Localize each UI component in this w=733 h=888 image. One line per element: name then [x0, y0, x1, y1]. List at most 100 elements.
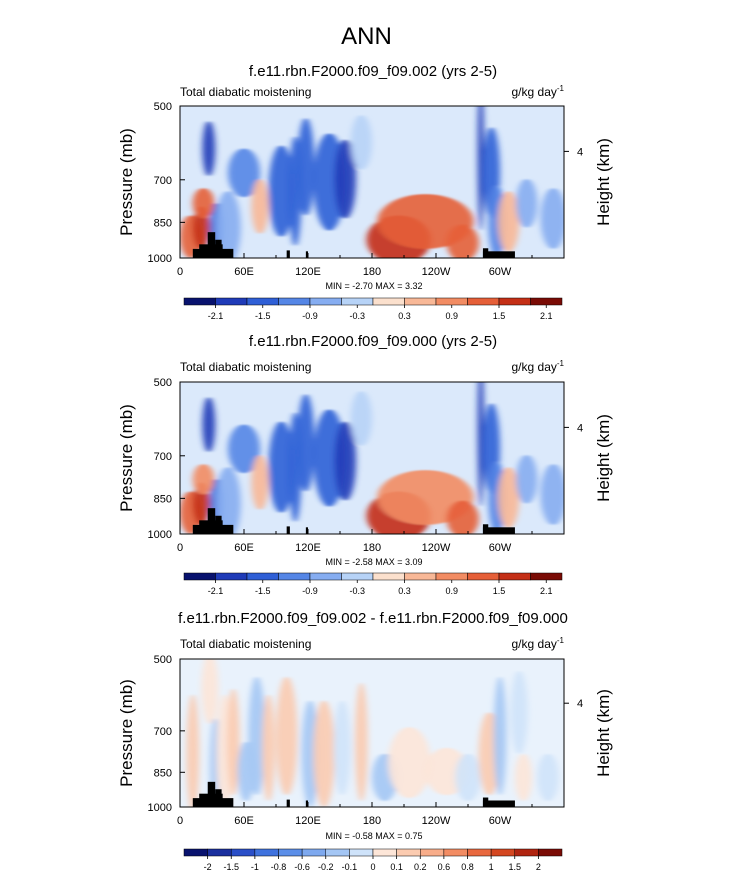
colorbar-swatch [325, 848, 350, 857]
x-tick-label: 180 [363, 542, 381, 554]
colorbar-swatch [372, 848, 397, 857]
y-tick-label: 700 [154, 726, 172, 738]
colorbar-swatch [467, 572, 500, 581]
panel-3-left-label: Total diabatic moistening [180, 637, 311, 651]
topo-block [482, 800, 515, 807]
figure-title: ANN [341, 23, 392, 50]
heat-feature [493, 676, 507, 796]
colorbar-label: -0.3 [349, 586, 365, 596]
colorbar-label: -0.9 [302, 311, 318, 321]
topo-block [286, 799, 290, 807]
heat-feature [192, 188, 215, 219]
heat-feature [497, 191, 520, 252]
y-tick-label: 500 [154, 654, 172, 666]
colorbar-swatch [490, 848, 515, 857]
colorbar-swatch [301, 848, 326, 857]
panel-3-title: f.e11.rbn.F2000.f09_f09.002 - f.e11.rbn.… [178, 610, 568, 627]
heat-feature [251, 178, 269, 234]
colorbar-label: -0.1 [342, 862, 358, 872]
y-axis-label: Pressure (mb) [117, 404, 136, 512]
x-tick-label: 60W [489, 542, 512, 554]
y-tick-label: 1000 [148, 529, 172, 541]
colorbar-label: 2.1 [540, 586, 553, 596]
colorbar-label: 1.5 [493, 586, 506, 596]
colorbar-swatch [341, 572, 374, 581]
heat-feature [333, 700, 351, 796]
heat-feature [354, 682, 368, 802]
topo-block [482, 251, 515, 258]
topo-block [207, 508, 216, 534]
heat-feature [276, 676, 298, 796]
y-tick-label: 850 [154, 767, 172, 779]
colorbar-swatch [514, 848, 539, 857]
topo-block [207, 781, 216, 807]
colorbar-swatch [435, 297, 468, 306]
colorbar-swatch [420, 848, 445, 857]
colorbar-label: 1.5 [493, 311, 506, 321]
colorbar-label: -1.5 [223, 862, 239, 872]
colorbar-swatch [498, 297, 531, 306]
panel-1-left-label: Total diabatic moistening [180, 85, 311, 99]
y-axis-label-right: Height (km) [594, 414, 613, 502]
colorbar-label: -0.3 [349, 311, 365, 321]
colorbar-swatch [467, 297, 500, 306]
panel-2-min-max: MIN = -2.58 MAX = 3.09 [325, 557, 422, 567]
colorbar-swatch [404, 297, 437, 306]
heat-feature [540, 464, 564, 525]
heat-feature [388, 727, 431, 799]
colorbar-label: -2.1 [208, 586, 224, 596]
colorbar-label: -0.6 [294, 862, 310, 872]
panel-3: f.e11.rbn.F2000.f09_f09.002 - f.e11.rbn.… [117, 610, 613, 827]
colorbar-label: 0.6 [438, 862, 451, 872]
x-tick-label: 0 [177, 266, 183, 278]
colorbar-swatch [349, 848, 374, 857]
panel-1-units: g/kg day-1 [512, 84, 565, 99]
panel-3-topography [192, 781, 515, 807]
panel-2: f.e11.rbn.F2000.f09_f09.000 (yrs 2-5) To… [117, 333, 613, 554]
heat-feature [215, 467, 241, 534]
colorbar-label: 0.9 [445, 586, 458, 596]
topo-block [305, 251, 308, 258]
colorbar-label: 0.1 [390, 862, 403, 872]
heat-feature [540, 188, 564, 249]
colorbar-swatch [215, 297, 248, 306]
y-tick-label: 700 [154, 175, 172, 187]
topo-block [305, 527, 308, 534]
y-axis-label-right: Height (km) [594, 138, 613, 226]
colorbar-label: 1.5 [508, 862, 521, 872]
heat-feature [228, 148, 260, 198]
heat-feature [477, 382, 484, 507]
colorbar-swatch [231, 848, 256, 857]
x-tick-label: 120E [295, 815, 321, 827]
panel-3-units: g/kg day-1 [512, 636, 565, 651]
x-tick-label: 120E [295, 266, 321, 278]
colorbar-label: 0.9 [445, 311, 458, 321]
heat-feature [262, 694, 275, 802]
colorbar-swatch [530, 297, 563, 306]
y-tick-label: 1000 [148, 253, 172, 265]
colorbar-swatch [341, 297, 374, 306]
colorbar-swatch [435, 572, 468, 581]
heat-feature [313, 700, 335, 807]
heat-feature [228, 424, 260, 474]
x-tick-label: 120W [422, 815, 451, 827]
y-tick-label: 850 [154, 493, 172, 505]
colorbar-swatch [278, 297, 311, 306]
topo-block [215, 239, 222, 258]
panel-3-units-exponent: -1 [557, 636, 565, 645]
heat-feature [334, 139, 356, 219]
colorbar-label: -1 [251, 862, 259, 872]
heat-feature [334, 421, 356, 501]
panel-1-units-exponent: -1 [557, 84, 565, 93]
heat-feature [297, 118, 315, 216]
x-tick-label: 60W [489, 266, 512, 278]
x-tick-label: 120E [295, 542, 321, 554]
heat-feature [497, 467, 520, 528]
heat-feature [202, 121, 216, 176]
x-tick-label: 60E [234, 815, 254, 827]
colorbar-label: 2.1 [540, 311, 553, 321]
x-tick-label: 120W [422, 266, 451, 278]
colorbar-swatch [207, 848, 232, 857]
colorbar-swatch [538, 848, 563, 857]
